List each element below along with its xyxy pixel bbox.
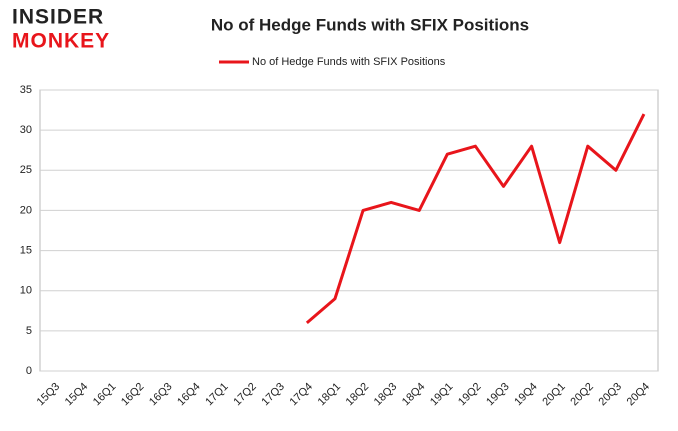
x-tick-label: 18Q3 (372, 381, 400, 409)
x-tick-label: 16Q1 (91, 381, 119, 409)
y-tick-label: 0 (26, 365, 32, 377)
legend-label: No of Hedge Funds with SFIX Positions (252, 56, 446, 68)
x-tick-label: 16Q2 (119, 381, 147, 409)
x-tick-label: 15Q3 (35, 381, 63, 409)
y-tick-label: 5 (26, 325, 32, 337)
x-tick-label: 17Q2 (231, 381, 259, 409)
y-tick-label: 30 (20, 124, 32, 136)
x-tick-label: 20Q2 (568, 381, 596, 409)
x-tick-label: 16Q4 (175, 381, 203, 409)
x-tick-label: 17Q1 (203, 381, 231, 409)
x-tick-label: 18Q1 (316, 381, 344, 409)
x-tick-label: 19Q1 (428, 381, 456, 409)
x-tick-label: 16Q3 (147, 381, 175, 409)
x-tick-label: 19Q2 (456, 381, 484, 409)
y-tick-label: 35 (20, 84, 32, 96)
x-tick-label: 17Q3 (259, 381, 287, 409)
data-line (305, 113, 646, 324)
x-tick-label: 17Q4 (288, 381, 316, 409)
logo-line1: INSIDER (12, 6, 104, 29)
x-tick-label: 19Q3 (484, 381, 512, 409)
x-tick-label: 18Q4 (400, 381, 428, 409)
y-tick-label: 20 (20, 204, 32, 216)
chart-title: No of Hedge Funds with SFIX Positions (211, 15, 529, 34)
x-tick-label: 20Q3 (597, 381, 625, 409)
y-tick-label: 25 (20, 164, 32, 176)
x-tick-label: 20Q4 (625, 381, 653, 409)
x-tick-label: 15Q4 (63, 381, 91, 409)
y-tick-label: 10 (20, 285, 32, 297)
y-tick-label: 15 (20, 244, 32, 256)
plot-area (39, 89, 659, 372)
x-tick-label: 19Q4 (512, 381, 540, 409)
x-tick-label: 18Q2 (344, 381, 372, 409)
x-tick-label: 20Q1 (540, 381, 568, 409)
logo-line2: MONKEY (12, 30, 110, 53)
